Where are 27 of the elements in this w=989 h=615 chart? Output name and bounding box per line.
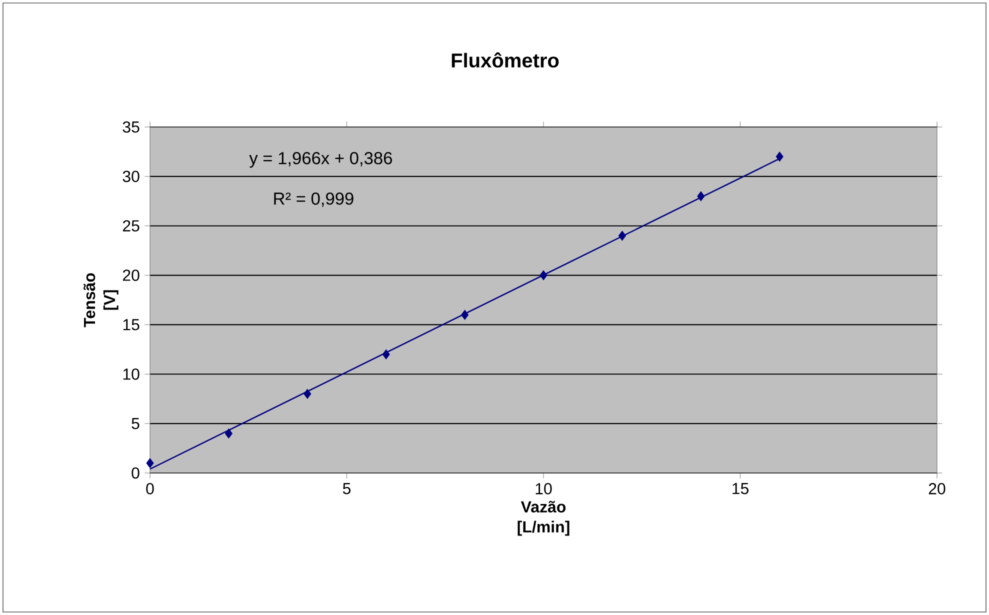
x-axis-title: Vazão [L/min] [518, 500, 570, 536]
point [382, 349, 390, 360]
y-tick-label: 10 [123, 368, 140, 380]
point [618, 230, 626, 241]
point [697, 191, 705, 202]
point [540, 270, 548, 280]
x-tick-label: 5 [342, 483, 351, 494]
y-tick-label: 5 [132, 418, 140, 430]
y-tick-label: 15 [123, 319, 140, 330]
y-tick-label: 0 [132, 467, 140, 479]
y-axis-title: Tensão [V] [84, 273, 118, 328]
point [776, 152, 784, 162]
x-tick-label: 10 [536, 483, 552, 494]
x-tick-label: 0 [146, 483, 154, 494]
point [304, 388, 312, 399]
x-tick-label: 20 [928, 483, 946, 494]
chart-title: Fluxômetro [452, 52, 559, 68]
point [146, 458, 154, 468]
y-tick-label: 25 [122, 220, 140, 232]
point [224, 428, 232, 438]
y-tick-label: 35 [122, 121, 140, 133]
annotation: y = 1,966x + 0,386 [249, 152, 392, 168]
y-tick-label: 20 [122, 270, 140, 281]
y-tick-label: 30 [122, 170, 140, 182]
x-tick-label: 15 [732, 483, 748, 494]
annotation: R² = 0,999 [274, 192, 354, 207]
point [461, 310, 469, 320]
